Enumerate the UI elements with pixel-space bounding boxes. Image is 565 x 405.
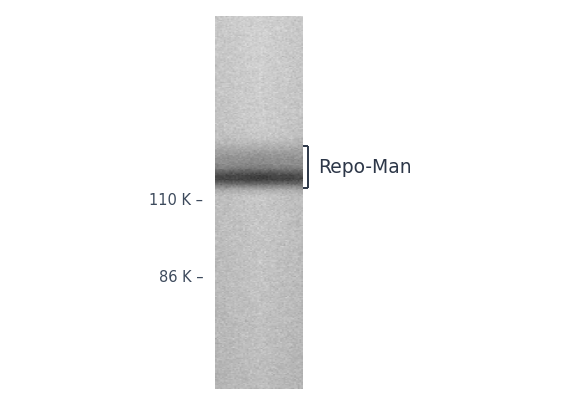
Text: Repo-Man: Repo-Man [318, 158, 412, 177]
Text: 110 K –: 110 K – [149, 193, 203, 208]
Text: 86 K –: 86 K – [159, 270, 203, 285]
